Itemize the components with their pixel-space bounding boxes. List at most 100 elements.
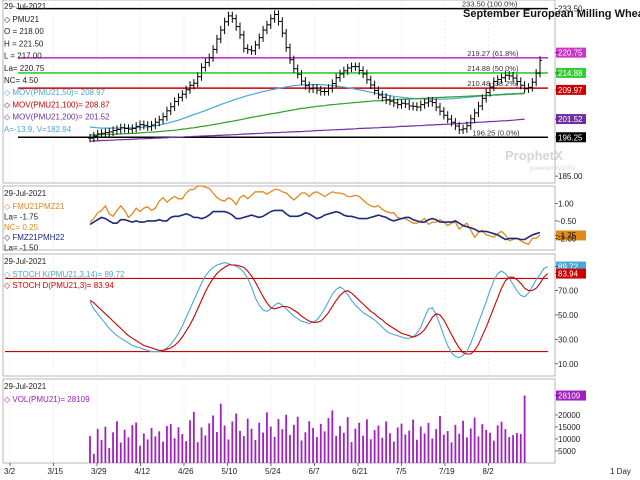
stoch-legend-item: ◇ STOCH K(PMU21,3,14)= 89.72	[4, 270, 125, 279]
volume-bar	[389, 433, 391, 463]
stoch-axis-label: 10.00	[558, 360, 579, 369]
moving-averages	[89, 83, 525, 142]
price-bar	[130, 124, 135, 134]
volume-bar	[112, 432, 114, 463]
price-bar	[276, 10, 281, 26]
volume-bar	[150, 427, 153, 463]
price-bar	[491, 77, 496, 92]
price-axis-label-bg	[556, 84, 586, 95]
price-bar	[464, 121, 469, 133]
volume-bar	[139, 445, 141, 463]
price-bar	[311, 83, 316, 93]
price-bar	[257, 33, 262, 50]
volume-bar	[458, 433, 461, 463]
price-bar	[384, 93, 389, 104]
volume-bar	[281, 429, 284, 463]
volume-bar	[454, 424, 457, 463]
spread-lines	[89, 185, 541, 245]
price-bar	[145, 121, 150, 131]
price-bar	[107, 127, 112, 137]
price-bar	[341, 66, 346, 79]
spread-axis-label: -1.75	[558, 231, 577, 240]
price-bar	[303, 76, 308, 90]
volume-panel: 29-Jul-2021 ◇ VOL(PMU21)= 28109 28109 2000…	[2, 378, 586, 464]
volume-bar	[385, 421, 388, 463]
volume-bar	[166, 426, 168, 463]
price-bar	[338, 69, 342, 82]
volume-axis-label: 10000	[558, 435, 581, 444]
volume-bar	[416, 439, 418, 463]
price-bar	[111, 126, 116, 137]
x-tick-label: 3/15	[48, 467, 64, 476]
price-bar	[453, 118, 458, 131]
stoch-axis-label: 89.72	[558, 263, 579, 272]
moving-average-line	[89, 118, 525, 142]
price-bar	[495, 75, 500, 86]
volume-bar	[131, 425, 134, 463]
price-bar	[449, 114, 454, 127]
price-bar	[234, 14, 239, 31]
stoch-line	[89, 264, 549, 355]
spread-line	[89, 209, 541, 241]
price-legend-item: ◇ PMU21	[4, 15, 40, 24]
price-bar	[141, 120, 146, 130]
price-bar	[134, 122, 139, 133]
volume-bar	[169, 424, 172, 463]
volume-bar	[362, 435, 364, 463]
price-bar	[261, 25, 266, 42]
price-legend-item: L = 217.00	[4, 52, 42, 61]
price-bar	[418, 100, 423, 112]
price-axis-label-bg	[556, 114, 586, 125]
watermark-brand: ProphetX	[505, 148, 563, 163]
x-tick-label: 5/24	[265, 467, 281, 476]
stoch-date: 29-Jul-2021	[4, 257, 47, 266]
watermark: ProphetX powered by DTN	[505, 148, 575, 172]
x-tick-label: 4/12	[135, 467, 151, 476]
x-tick-label: 4/26	[178, 467, 194, 476]
volume-bar	[473, 417, 476, 463]
price-grid	[9, 0, 489, 183]
price-bar	[480, 94, 485, 111]
volume-bar	[396, 427, 399, 463]
volume-bar	[189, 420, 191, 463]
volume-bar	[500, 421, 503, 463]
price-bar	[391, 97, 396, 108]
price-axis-label: 214.88	[558, 69, 583, 78]
x-tick-label: 8/2	[483, 467, 495, 476]
price-axis-label: 233.50	[558, 5, 583, 14]
volume-bar	[158, 431, 161, 463]
stoch-axis-label: 83.94	[558, 270, 579, 279]
volume-bar	[400, 423, 403, 463]
price-bar	[226, 11, 231, 26]
price-axis-label: 201.52	[558, 115, 583, 124]
price-bar	[426, 97, 431, 108]
volume-bar	[204, 435, 207, 463]
volume-bar	[469, 428, 472, 463]
volume-bar	[196, 442, 199, 463]
price-legend-item: O = 218.00	[4, 27, 44, 36]
volume-bar	[523, 395, 526, 463]
price-bar	[195, 72, 200, 88]
volume-legend-item: ◇ VOL(PMU21)= 28109	[4, 395, 90, 404]
price-bar	[268, 14, 273, 30]
price-bar	[511, 71, 516, 83]
price-bar	[361, 66, 366, 79]
volume-bar	[308, 421, 311, 463]
volume-bar	[431, 438, 434, 463]
price-axis-label: 185.00	[558, 172, 583, 181]
price-bar	[126, 124, 131, 134]
fib-label: 196.25 (0.0%)	[472, 128, 520, 137]
volume-bar	[181, 433, 184, 463]
price-bar	[238, 22, 242, 40]
volume-bar	[246, 418, 249, 463]
price-date: 29-Jul-2021	[4, 2, 47, 11]
price-bar	[326, 84, 331, 96]
stoch-grid	[5, 254, 548, 376]
price-bar	[176, 93, 181, 106]
price-bar	[330, 79, 335, 93]
price-bar	[518, 77, 523, 90]
price-bar	[168, 102, 173, 115]
price-bar	[514, 73, 519, 86]
price-bar	[211, 45, 216, 62]
